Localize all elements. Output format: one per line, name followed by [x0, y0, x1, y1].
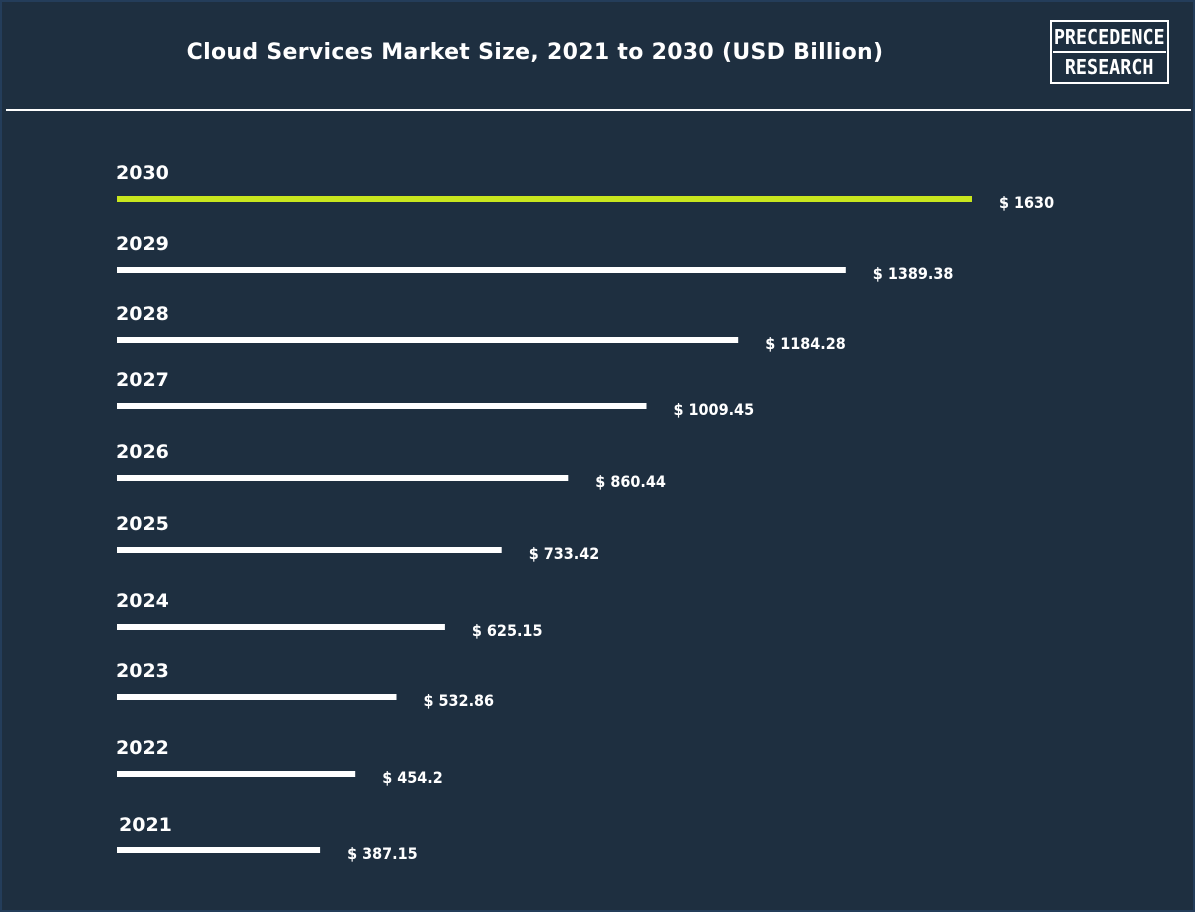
year-label-2023: 2023 — [116, 660, 169, 682]
value-label-2027: $ 1009.45 — [674, 400, 755, 419]
year-label-2024: 2024 — [116, 590, 169, 612]
year-label-2030: 2030 — [116, 162, 169, 184]
bar-2021 — [117, 847, 321, 853]
bar-2026 — [117, 475, 569, 481]
bar-2025 — [117, 547, 502, 553]
chart-title: Cloud Services Market Size, 2021 to 2030… — [186, 40, 884, 65]
bar-2024 — [117, 624, 445, 630]
logo-line-1: PRECEDENCE — [1054, 25, 1165, 49]
year-label-2029: 2029 — [116, 233, 169, 255]
value-label-2028: $ 1184.28 — [765, 334, 846, 353]
year-label-2025: 2025 — [116, 513, 169, 535]
year-label-2026: 2026 — [116, 441, 169, 463]
value-label-2025: $ 733.42 — [529, 544, 600, 563]
bar-2028 — [117, 337, 739, 343]
precedence-research-logo: PRECEDENCE RESEARCH — [1050, 20, 1169, 84]
value-label-2026: $ 860.44 — [595, 472, 666, 491]
value-label-2021: $ 387.15 — [347, 844, 418, 863]
value-label-2024: $ 625.15 — [472, 621, 543, 640]
logo-line-2: RESEARCH — [1065, 55, 1154, 79]
value-label-2029: $ 1389.38 — [873, 264, 954, 283]
logo-divider — [1053, 51, 1166, 53]
value-label-2030: $ 1630 — [999, 193, 1054, 212]
value-label-2023: $ 532.86 — [424, 691, 495, 710]
bar-2029 — [117, 267, 846, 273]
bar-2023 — [117, 694, 397, 700]
value-label-2022: $ 454.2 — [382, 768, 443, 787]
year-label-2027: 2027 — [116, 369, 169, 391]
bar-2030 — [117, 196, 972, 202]
bar-2027 — [117, 403, 647, 409]
year-label-2021: 2021 — [119, 814, 172, 836]
year-label-2022: 2022 — [116, 737, 169, 759]
year-label-2028: 2028 — [116, 303, 169, 325]
bar-2022 — [117, 771, 356, 777]
header-divider — [6, 109, 1191, 111]
